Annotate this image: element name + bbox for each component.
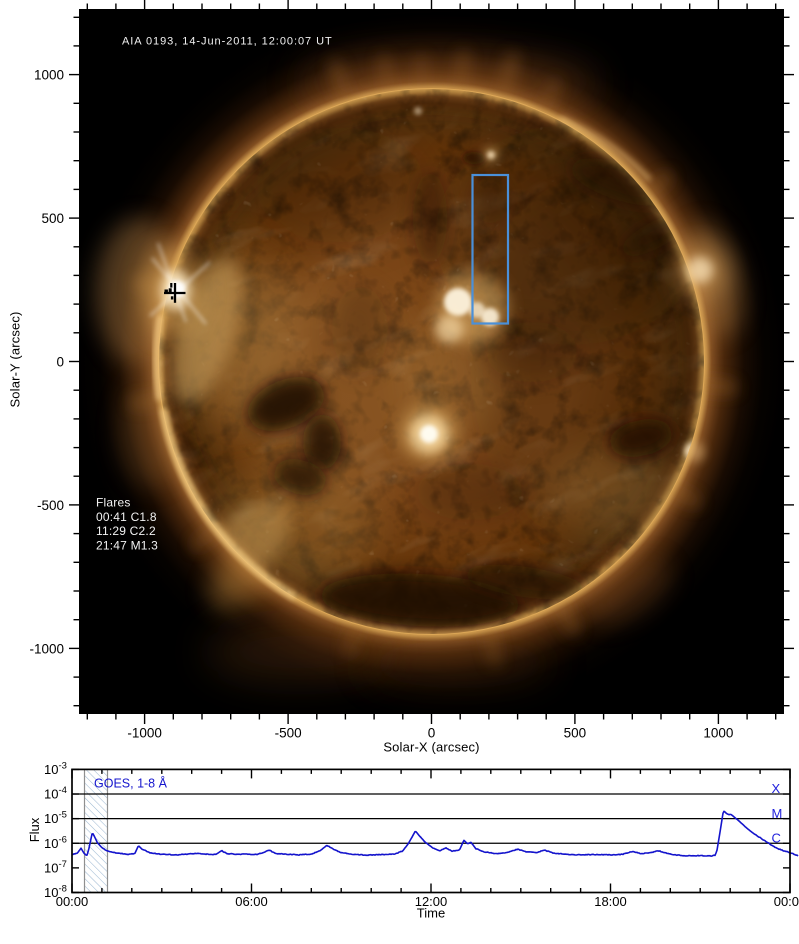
svg-text:12:00: 12:00: [415, 894, 448, 909]
svg-text:C: C: [772, 830, 781, 845]
svg-text:11:29 C2.2: 11:29 C2.2: [96, 524, 156, 538]
svg-text:Solar-X (arcsec): Solar-X (arcsec): [383, 740, 479, 755]
svg-text:-500: -500: [275, 726, 302, 741]
svg-text:1000: 1000: [703, 726, 733, 741]
svg-text:1000: 1000: [34, 68, 64, 83]
svg-text:500: 500: [564, 726, 587, 741]
svg-text:00:41 C1.8: 00:41 C1.8: [96, 510, 157, 524]
svg-text:500: 500: [41, 211, 64, 226]
svg-text:-500: -500: [37, 498, 64, 513]
svg-text:Time: Time: [417, 906, 445, 921]
svg-text:0: 0: [428, 726, 436, 741]
svg-text:X: X: [772, 781, 781, 796]
svg-text:GOES, 1-8 Å: GOES, 1-8 Å: [94, 776, 168, 791]
svg-text:-1000: -1000: [127, 726, 162, 741]
svg-text:M: M: [772, 806, 783, 821]
svg-text:0: 0: [56, 355, 64, 370]
svg-text:AIA 0193, 14-Jun-2011, 12:00:0: AIA 0193, 14-Jun-2011, 12:00:07 UT: [122, 36, 333, 48]
svg-text:00:00: 00:00: [774, 894, 799, 909]
svg-text:Flux: Flux: [27, 817, 42, 842]
svg-text:21:47 M1.3: 21:47 M1.3: [96, 538, 158, 552]
svg-text:00:00: 00:00: [56, 894, 89, 909]
svg-text:-1000: -1000: [29, 641, 64, 656]
svg-text:Solar-Y (arcsec): Solar-Y (arcsec): [8, 311, 23, 407]
svg-text:Flares: Flares: [96, 496, 131, 510]
svg-text:06:00: 06:00: [235, 894, 268, 909]
svg-text:18:00: 18:00: [594, 894, 627, 909]
